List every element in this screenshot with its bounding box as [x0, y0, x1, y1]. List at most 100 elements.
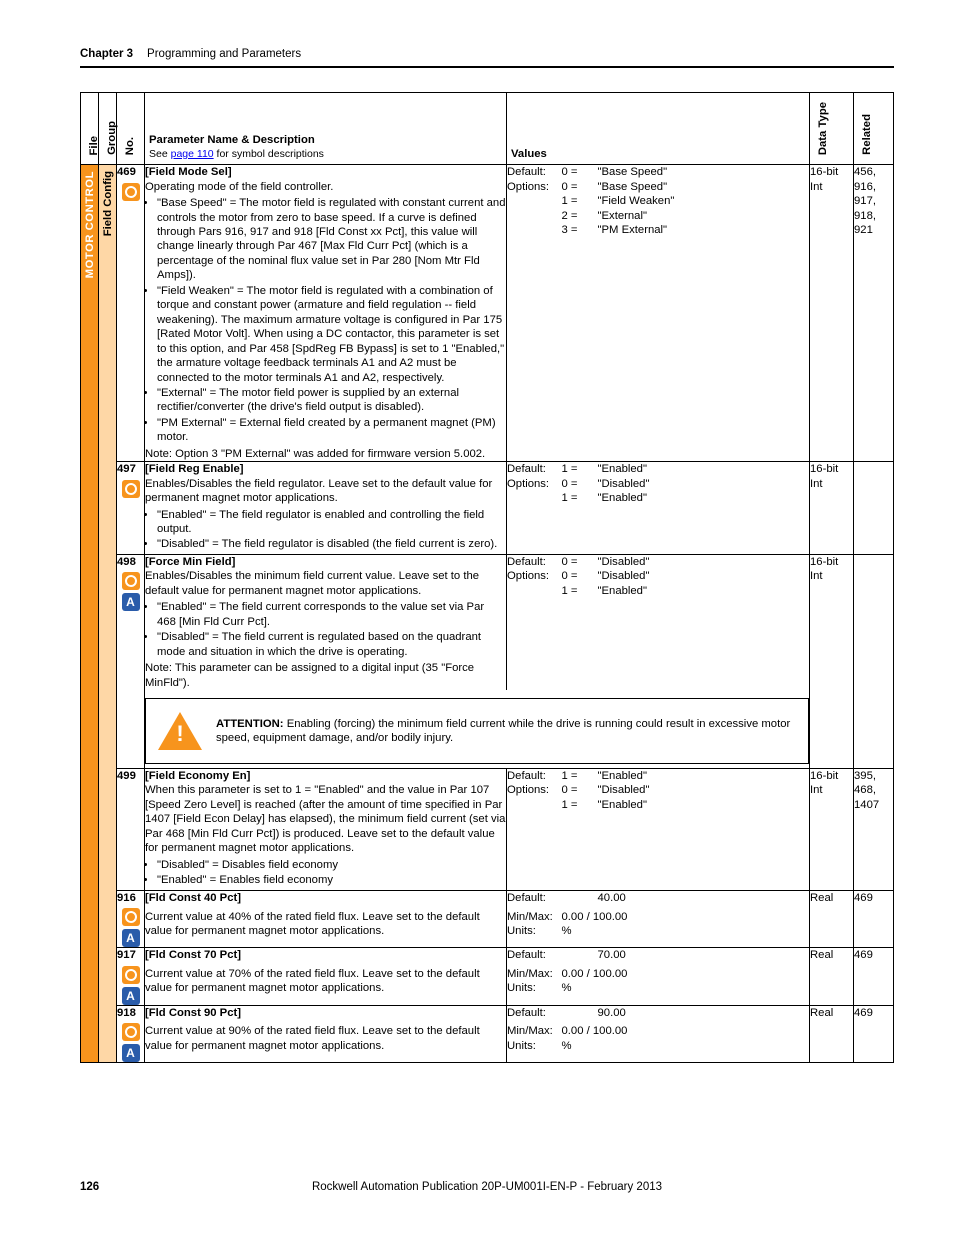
value-label-default: Default:	[507, 948, 562, 967]
parameter-table: File Group No. Parameter Name & Descript…	[80, 92, 894, 1063]
value-label-secondary: Min/Max:Units:	[507, 910, 562, 948]
attention-row: ATTENTION: Enabling (forcing) the minimu…	[145, 690, 810, 769]
publication: Rockwell Automation Publication 20P-UM00…	[80, 1181, 894, 1193]
chapter-label: Chapter 3	[80, 48, 133, 60]
stop-icon	[122, 572, 140, 590]
related	[854, 462, 894, 555]
value-label-secondary: Min/Max:Units:	[507, 967, 562, 1005]
value-label-default: Default:	[507, 769, 562, 784]
param-name: [Field Reg Enable]	[145, 462, 507, 477]
th-related: Related	[854, 93, 894, 165]
value-secondary-num: 0 =1 =	[562, 477, 598, 555]
value-label-secondary: Options:	[507, 569, 562, 690]
datatype: 16-bit Int	[810, 462, 854, 555]
param-description: Operating mode of the field controller."…	[145, 180, 507, 462]
th-param: Parameter Name & Description See page 11…	[145, 93, 507, 165]
param-no: 916A	[117, 890, 145, 947]
value-label-secondary: Options:	[507, 783, 562, 890]
value-default-text: "Enabled"	[598, 462, 810, 477]
param-name: [Field Economy En]	[145, 769, 507, 784]
param-description: Enables/Disables the field regulator. Le…	[145, 477, 507, 555]
file-label: MOTOR CONTROL	[81, 165, 99, 1063]
param-name: [Fld Const 70 Pct]	[145, 948, 507, 967]
value-label-secondary: Min/Max:Units:	[507, 1024, 562, 1062]
related: 469	[854, 1005, 894, 1062]
param-description: When this parameter is set to 1 = "Enabl…	[145, 783, 507, 890]
param-name: [Field Mode Sel]	[145, 165, 507, 180]
value-default-num: 0 =	[562, 165, 598, 180]
th-values: Values	[507, 93, 810, 165]
param-name: [Force Min Field]	[145, 554, 507, 569]
param-no: 917A	[117, 948, 145, 1005]
stop-icon	[122, 480, 140, 498]
value-secondary-num: 0.00 / 100.00%	[562, 1024, 810, 1062]
value-label-default: Default:	[507, 1005, 562, 1024]
value-default-num	[562, 948, 598, 967]
value-label-secondary: Options:	[507, 180, 562, 462]
chapter-title: Programming and Parameters	[147, 48, 301, 60]
related: 469	[854, 948, 894, 1005]
value-default-num: 1 =	[562, 769, 598, 784]
param-name: [Fld Const 90 Pct]	[145, 1005, 507, 1024]
value-secondary-text: "Base Speed""Field Weaken""External""PM …	[598, 180, 810, 462]
param-no: 499	[117, 769, 145, 891]
stop-icon	[122, 966, 140, 984]
a-icon: A	[122, 929, 140, 947]
related	[854, 554, 894, 768]
a-icon: A	[122, 1044, 140, 1062]
group-label: Field Config	[99, 165, 117, 1063]
value-secondary-num: 0 =1 =2 =3 =	[562, 180, 598, 462]
a-icon: A	[122, 987, 140, 1005]
th-file: File	[81, 93, 99, 165]
datatype: Real	[810, 948, 854, 1005]
value-default-text: 90.00	[598, 1005, 810, 1024]
datatype: 16-bit Int	[810, 769, 854, 891]
value-secondary-num: 0.00 / 100.00%	[562, 910, 810, 948]
value-label-default: Default:	[507, 165, 562, 180]
value-default-text: "Enabled"	[598, 769, 810, 784]
value-label-default: Default:	[507, 554, 562, 569]
value-default-num	[562, 1005, 598, 1024]
attention-box: ATTENTION: Enabling (forcing) the minimu…	[145, 698, 809, 764]
value-secondary-num: 0.00 / 100.00%	[562, 967, 810, 1005]
param-description: Enables/Disables the minimum field curre…	[145, 569, 507, 690]
value-label-default: Default:	[507, 462, 562, 477]
related: 456, 916, 917, 918, 921	[854, 165, 894, 462]
value-default-num: 1 =	[562, 462, 598, 477]
param-no: 498A	[117, 554, 145, 768]
param-description: Current value at 40% of the rated field …	[145, 910, 507, 948]
value-default-num	[562, 890, 598, 909]
value-secondary-text: "Disabled""Enabled"	[598, 477, 810, 555]
value-default-text: 70.00	[598, 948, 810, 967]
value-secondary-text: "Disabled""Enabled"	[598, 569, 810, 690]
datatype: Real	[810, 1005, 854, 1062]
value-label-secondary: Options:	[507, 477, 562, 555]
datatype: 16-bit Int	[810, 554, 854, 768]
value-default-text: 40.00	[598, 890, 810, 909]
warning-icon	[158, 712, 202, 750]
a-icon: A	[122, 593, 140, 611]
page-link[interactable]: page 110	[171, 148, 214, 160]
th-datatype: Data Type	[810, 93, 854, 165]
value-default-text: "Base Speed"	[598, 165, 810, 180]
param-no: 469	[117, 165, 145, 462]
value-default-text: "Disabled"	[598, 554, 810, 569]
stop-icon	[122, 183, 140, 201]
datatype: Real	[810, 890, 854, 947]
value-secondary-num: 0 =1 =	[562, 569, 598, 690]
running-head: Chapter 3 Programming and Parameters	[80, 48, 894, 68]
related: 395, 468, 1407	[854, 769, 894, 891]
param-description: Current value at 90% of the rated field …	[145, 1024, 507, 1062]
param-no: 918A	[117, 1005, 145, 1062]
page: Chapter 3 Programming and Parameters Fil…	[0, 0, 954, 1235]
value-secondary-text: "Disabled""Enabled"	[598, 783, 810, 890]
value-default-num: 0 =	[562, 554, 598, 569]
datatype: 16-bit Int	[810, 165, 854, 462]
param-no: 497	[117, 462, 145, 555]
param-description: Current value at 70% of the rated field …	[145, 967, 507, 1005]
stop-icon	[122, 1023, 140, 1041]
stop-icon	[122, 908, 140, 926]
footer: 126 Rockwell Automation Publication 20P-…	[80, 1181, 894, 1193]
value-label-default: Default:	[507, 890, 562, 909]
value-secondary-num: 0 =1 =	[562, 783, 598, 890]
